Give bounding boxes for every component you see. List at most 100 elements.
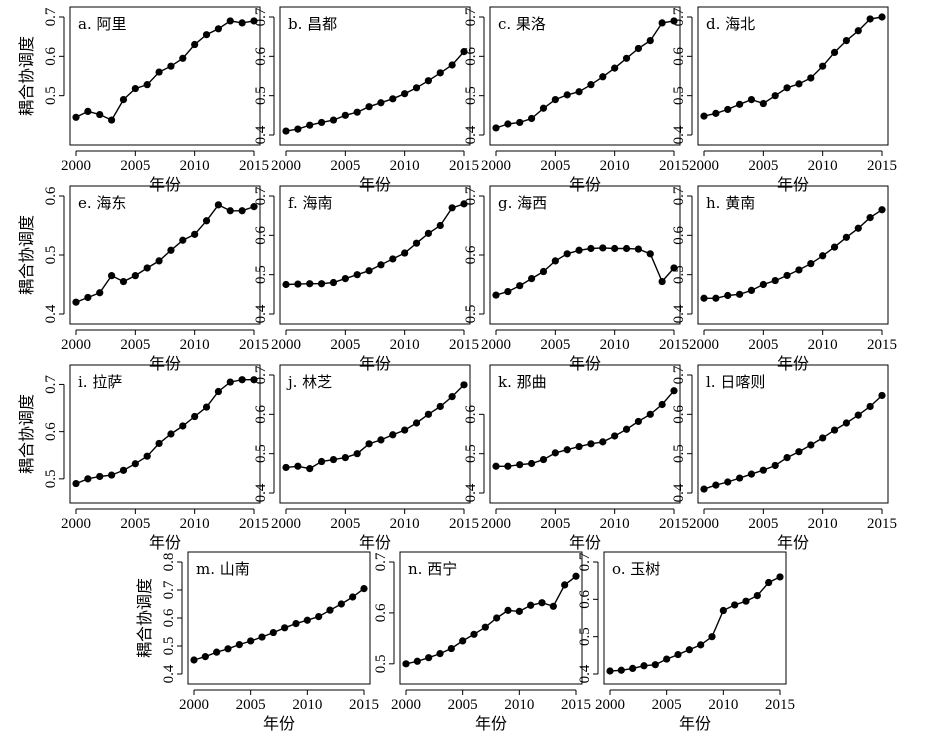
data-point <box>776 573 784 581</box>
data-point <box>306 121 314 129</box>
x-tick-label: 2015 <box>349 697 379 713</box>
y-axis-title: 耦合协调度 <box>135 578 154 658</box>
data-point <box>214 201 222 209</box>
data-point <box>389 95 397 103</box>
data-point <box>341 454 349 462</box>
data-point <box>337 600 345 608</box>
data-point <box>736 100 744 108</box>
data-point <box>759 466 767 474</box>
data-point <box>719 606 727 615</box>
x-tick-label: 2005 <box>236 697 266 713</box>
y-tick-label: 0.4 <box>671 125 687 144</box>
data-point <box>724 291 732 300</box>
x-axis-title: 年份 <box>777 354 809 373</box>
y-tick-label: 0.4 <box>161 664 177 683</box>
x-tick-label: 2000 <box>61 337 91 353</box>
data-point <box>377 99 385 107</box>
data-point <box>878 206 886 214</box>
panel-frame <box>69 364 261 504</box>
data-point <box>685 646 693 654</box>
y-axis-title: 耦合协调度 <box>17 394 36 474</box>
data-point <box>747 96 756 104</box>
data-point <box>318 280 326 288</box>
data-point <box>575 442 583 451</box>
data-point <box>155 68 163 76</box>
data-point <box>575 88 583 96</box>
series-line <box>496 390 675 467</box>
x-tick-label: 2015 <box>659 516 689 532</box>
data-point <box>830 243 839 251</box>
data-point <box>622 54 631 62</box>
data-point <box>538 599 546 607</box>
data-point <box>329 455 338 464</box>
y-tick-label: 0.4 <box>671 304 687 323</box>
data-point <box>226 378 234 386</box>
data-point <box>481 623 489 631</box>
data-point <box>424 229 432 237</box>
y-tick-label: 0.5 <box>463 305 479 324</box>
x-axis-title: 年份 <box>679 714 711 733</box>
data-point <box>84 475 92 483</box>
data-point <box>563 250 571 258</box>
data-point <box>179 236 187 244</box>
x-tick-label: 2015 <box>561 697 591 713</box>
data-point <box>819 62 827 70</box>
y-tick-label: 0.6 <box>43 186 59 205</box>
data-point <box>587 81 595 89</box>
data-point <box>747 470 756 478</box>
data-point <box>108 116 116 124</box>
data-point <box>516 461 524 469</box>
data-point <box>303 616 311 624</box>
panel-frame <box>697 185 889 325</box>
panel-title: b. 昌都 <box>288 15 337 33</box>
x-tick-label: 2005 <box>748 516 778 532</box>
y-tick-label: 0.7 <box>671 365 687 384</box>
data-point <box>674 650 682 659</box>
y-tick-label: 0.7 <box>373 552 389 571</box>
y-tick-label: 0.5 <box>671 444 687 463</box>
data-point <box>96 289 104 297</box>
data-point <box>143 452 151 460</box>
data-point <box>108 471 116 479</box>
data-point <box>226 207 234 215</box>
data-point <box>155 257 163 265</box>
data-point <box>282 280 290 289</box>
panel-title: k. 那曲 <box>498 373 547 391</box>
data-point <box>670 264 678 272</box>
x-tick-label: 2000 <box>271 158 301 174</box>
y-tick-label: 0.5 <box>577 627 593 646</box>
data-point <box>72 298 80 306</box>
data-point <box>504 287 512 296</box>
x-tick-label: 2005 <box>652 697 682 713</box>
data-point <box>646 410 654 418</box>
data-point <box>401 426 409 434</box>
x-tick-label: 2015 <box>867 516 897 532</box>
data-point <box>599 73 607 81</box>
x-tick-label: 2005 <box>120 516 150 532</box>
data-point <box>425 654 433 662</box>
data-point <box>318 118 326 127</box>
series-line <box>75 379 254 485</box>
y-tick-label: 0.7 <box>463 186 479 205</box>
data-point <box>167 430 175 438</box>
data-point <box>460 48 468 56</box>
data-point <box>742 597 750 605</box>
panel-frame <box>279 6 471 146</box>
data-point <box>282 463 290 472</box>
x-tick-label: 2010 <box>708 697 738 713</box>
data-point <box>646 250 654 258</box>
panel-frame <box>697 6 889 146</box>
data-point <box>191 412 199 421</box>
data-point <box>563 91 571 99</box>
data-point <box>854 411 862 419</box>
panel-title: a. 阿里 <box>78 15 126 33</box>
data-point <box>830 426 839 434</box>
data-point <box>611 432 619 440</box>
data-point <box>575 246 583 254</box>
data-point <box>238 207 246 215</box>
data-point <box>771 276 779 285</box>
data-point <box>360 585 368 593</box>
y-tick-label: 0.5 <box>253 86 269 105</box>
data-point <box>854 224 862 232</box>
data-point <box>119 96 128 104</box>
